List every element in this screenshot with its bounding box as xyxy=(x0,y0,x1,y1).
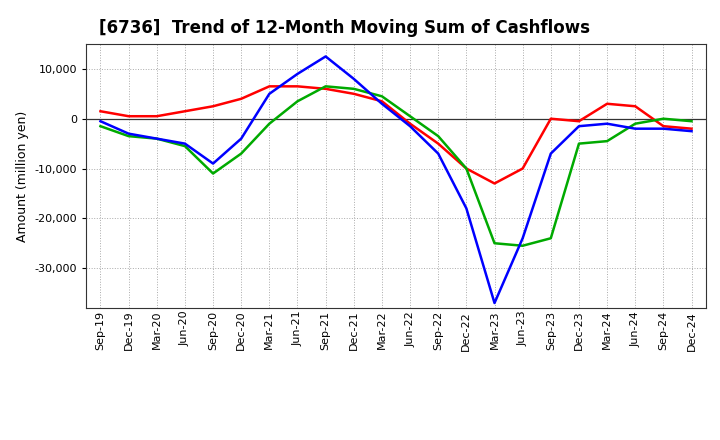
Free Cashflow xyxy=(518,236,527,241)
Investing Cashflow xyxy=(631,121,639,126)
Operating Cashflow xyxy=(349,91,358,96)
Investing Cashflow xyxy=(546,236,555,241)
Operating Cashflow xyxy=(237,96,246,102)
Free Cashflow xyxy=(321,54,330,59)
Investing Cashflow xyxy=(687,118,696,124)
Investing Cashflow xyxy=(181,143,189,149)
Operating Cashflow xyxy=(434,141,443,146)
Free Cashflow xyxy=(462,206,471,211)
Investing Cashflow xyxy=(96,124,105,129)
Free Cashflow xyxy=(96,118,105,124)
Free Cashflow xyxy=(237,136,246,141)
Investing Cashflow xyxy=(518,243,527,248)
Operating Cashflow xyxy=(518,166,527,171)
Investing Cashflow xyxy=(659,116,667,121)
Operating Cashflow xyxy=(321,86,330,92)
Free Cashflow xyxy=(575,124,583,129)
Free Cashflow xyxy=(349,76,358,81)
Free Cashflow xyxy=(377,101,386,106)
Free Cashflow xyxy=(209,161,217,166)
Line: Free Cashflow: Free Cashflow xyxy=(101,56,691,303)
Investing Cashflow xyxy=(125,133,133,139)
Free Cashflow xyxy=(265,91,274,96)
Free Cashflow xyxy=(546,151,555,156)
Investing Cashflow xyxy=(575,141,583,146)
Operating Cashflow xyxy=(406,121,415,126)
Investing Cashflow xyxy=(406,114,415,119)
Operating Cashflow xyxy=(546,116,555,121)
Operating Cashflow xyxy=(96,109,105,114)
Investing Cashflow xyxy=(265,121,274,126)
Operating Cashflow xyxy=(265,84,274,89)
Text: [6736]  Trend of 12-Month Moving Sum of Cashflows: [6736] Trend of 12-Month Moving Sum of C… xyxy=(99,19,590,37)
Free Cashflow xyxy=(490,301,499,306)
Investing Cashflow xyxy=(321,84,330,89)
Investing Cashflow xyxy=(153,136,161,141)
Operating Cashflow xyxy=(377,99,386,104)
Operating Cashflow xyxy=(293,84,302,89)
Operating Cashflow xyxy=(153,114,161,119)
Investing Cashflow xyxy=(434,133,443,139)
Investing Cashflow xyxy=(462,166,471,171)
Free Cashflow xyxy=(631,126,639,131)
Y-axis label: Amount (million yen): Amount (million yen) xyxy=(16,110,30,242)
Free Cashflow xyxy=(181,141,189,146)
Free Cashflow xyxy=(659,126,667,131)
Free Cashflow xyxy=(153,136,161,141)
Free Cashflow xyxy=(687,128,696,134)
Investing Cashflow xyxy=(490,241,499,246)
Operating Cashflow xyxy=(603,101,611,106)
Free Cashflow xyxy=(406,124,415,129)
Investing Cashflow xyxy=(377,94,386,99)
Investing Cashflow xyxy=(349,86,358,92)
Operating Cashflow xyxy=(659,124,667,129)
Line: Investing Cashflow: Investing Cashflow xyxy=(101,86,691,246)
Free Cashflow xyxy=(603,121,611,126)
Operating Cashflow xyxy=(575,118,583,124)
Operating Cashflow xyxy=(687,126,696,131)
Operating Cashflow xyxy=(462,166,471,171)
Operating Cashflow xyxy=(209,104,217,109)
Free Cashflow xyxy=(293,71,302,77)
Line: Operating Cashflow: Operating Cashflow xyxy=(101,86,691,183)
Investing Cashflow xyxy=(293,99,302,104)
Operating Cashflow xyxy=(631,104,639,109)
Operating Cashflow xyxy=(181,109,189,114)
Free Cashflow xyxy=(125,131,133,136)
Free Cashflow xyxy=(434,151,443,156)
Investing Cashflow xyxy=(603,139,611,144)
Investing Cashflow xyxy=(237,151,246,156)
Operating Cashflow xyxy=(490,181,499,186)
Operating Cashflow xyxy=(125,114,133,119)
Investing Cashflow xyxy=(209,171,217,176)
